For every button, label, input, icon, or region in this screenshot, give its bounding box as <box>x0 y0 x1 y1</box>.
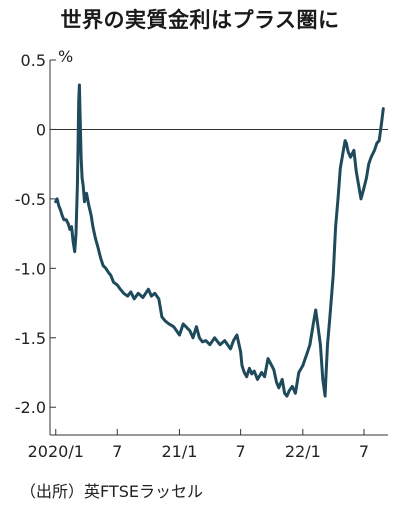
x-tick-label: 7 <box>359 442 369 461</box>
chart-title: 世界の実質金利はプラス圏に <box>60 8 340 32</box>
x-tick-label: 22/1 <box>285 442 321 461</box>
chart-labels: 0.5 0 -0.5 -1.0 -1.5 -2.0% 2020/1 7 21/1 7 22/1 7 <box>15 47 369 461</box>
x-tick-label: 2020/1 <box>28 442 84 461</box>
series-line <box>54 83 385 398</box>
y-tick-label: -0.5 <box>15 190 46 209</box>
y-tick-label: -1.5 <box>15 329 46 348</box>
y-unit-label: % <box>58 47 73 66</box>
x-tick-label: 7 <box>112 442 122 461</box>
y-tick-label: -2.0 <box>15 398 46 417</box>
y-tick-label: 0.5 <box>21 51 46 70</box>
source-note: （出所）英FTSEラッセル <box>20 482 203 501</box>
chart-series <box>54 83 385 398</box>
x-tick-label: 7 <box>236 442 246 461</box>
chart-axes <box>49 59 388 436</box>
x-tick-label: 21/1 <box>161 442 197 461</box>
y-tick-label: 0 <box>36 120 46 139</box>
y-tick-label: -1.0 <box>15 259 46 278</box>
